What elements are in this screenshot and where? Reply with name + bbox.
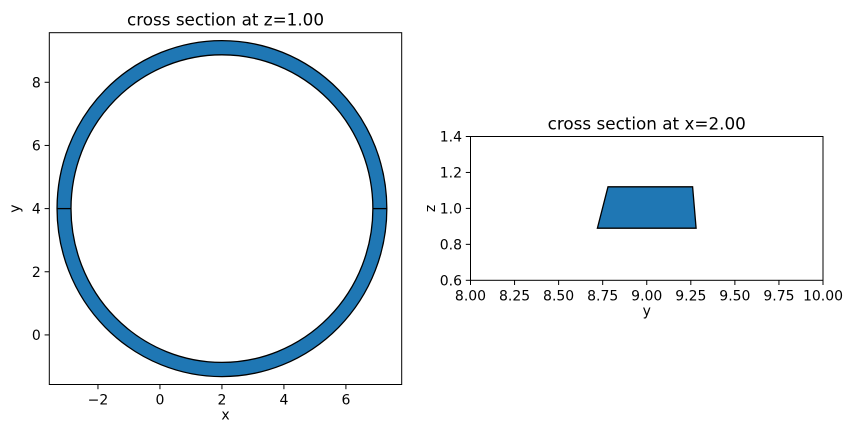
y-tick-label: 1.0 bbox=[440, 201, 462, 217]
subplot-cross-section-z: −2 0 2 4 6 0 2 4 6 8 cross section at z=1.00 x y bbox=[7, 10, 403, 424]
x-tick-label: 8.00 bbox=[455, 288, 486, 304]
x-tick-label: 9.00 bbox=[631, 288, 662, 304]
x-tick-label: 8.25 bbox=[499, 288, 530, 304]
x-tick-label: 4 bbox=[279, 393, 288, 409]
x-tick-label: 2 bbox=[217, 393, 226, 409]
x-tick-label: 9.50 bbox=[719, 288, 750, 304]
x-tick-label: 9.75 bbox=[763, 288, 794, 304]
y-axis-label: y bbox=[7, 204, 23, 212]
annulus-shape bbox=[56, 40, 388, 378]
y-axis-label: z bbox=[423, 205, 439, 212]
x-tick-label: 0 bbox=[155, 393, 164, 409]
plot-title: cross section at z=1.00 bbox=[127, 10, 324, 30]
x-tick-label: 6 bbox=[341, 393, 350, 409]
subplot-cross-section-x: 8.00 8.25 8.50 8.75 9.00 9.25 9.50 9.75 10.00 0.6… bbox=[423, 114, 843, 320]
y-tick-label: 8 bbox=[32, 75, 41, 91]
x-tick-label: 9.25 bbox=[675, 288, 706, 304]
x-tick-label: 8.75 bbox=[587, 288, 618, 304]
y-tick-label: 4 bbox=[32, 202, 41, 218]
plot-title: cross section at x=2.00 bbox=[548, 114, 746, 134]
x-axis-label: x bbox=[221, 408, 229, 424]
y-tick-label: 1.2 bbox=[440, 165, 462, 181]
y-tick-label: 2 bbox=[32, 265, 41, 281]
cross-section-polygon bbox=[596, 186, 697, 229]
x-tick-label: 10.00 bbox=[803, 288, 843, 304]
y-tick-label: 0.8 bbox=[440, 237, 462, 253]
y-tick-label: 1.4 bbox=[440, 130, 462, 146]
x-axis-label: y bbox=[643, 303, 651, 319]
x-tick-label: 8.50 bbox=[543, 288, 574, 304]
y-tick-label: 0.6 bbox=[440, 273, 462, 289]
y-tick-label: 6 bbox=[32, 138, 41, 154]
y-tick-label: 0 bbox=[32, 328, 41, 344]
axes-frame bbox=[48, 32, 403, 385]
x-tick-label: −2 bbox=[88, 393, 109, 409]
